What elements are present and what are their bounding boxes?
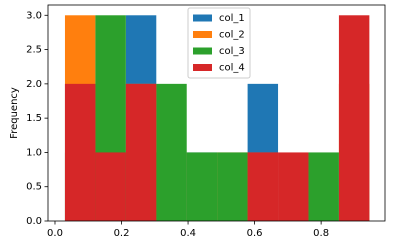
- y-axis-label: Frequency: [9, 87, 20, 139]
- plot-frame: [47, 4, 386, 222]
- legend-label: col_3: [219, 46, 245, 57]
- legend-label: col_1: [219, 13, 245, 24]
- x-tick-label: 0.8: [313, 228, 329, 239]
- legend-swatch: [193, 64, 212, 71]
- y-tick-label: 0.5: [26, 182, 42, 193]
- y-tick-label: 1.5: [26, 113, 42, 124]
- legend-swatch: [193, 14, 212, 22]
- legend-box: [187, 7, 251, 79]
- bar: [308, 152, 339, 221]
- bar: [64, 83, 96, 221]
- x-tick-label: 0.4: [180, 228, 196, 239]
- y-tick-label: 3.0: [26, 10, 42, 21]
- bar: [217, 152, 248, 221]
- bar: [95, 152, 126, 221]
- bar: [125, 83, 157, 221]
- y-tick-label: 0.0: [26, 216, 42, 227]
- bar: [278, 152, 309, 221]
- y-tick-label: 1.0: [26, 147, 42, 158]
- legend-label: col_2: [219, 30, 245, 41]
- legend-label: col_4: [219, 63, 245, 74]
- bar: [247, 152, 279, 221]
- y-tick-label: 2.5: [26, 45, 42, 56]
- bar: [338, 15, 370, 221]
- bar: [156, 83, 187, 221]
- legend-swatch: [193, 47, 212, 55]
- bar: [186, 152, 218, 221]
- y-tick-label: 2.0: [26, 79, 42, 90]
- legend-swatch: [193, 31, 212, 38]
- x-tick-label: 0.2: [114, 228, 130, 239]
- x-tick-label: 0.0: [47, 228, 63, 239]
- x-tick-label: 0.6: [247, 228, 263, 239]
